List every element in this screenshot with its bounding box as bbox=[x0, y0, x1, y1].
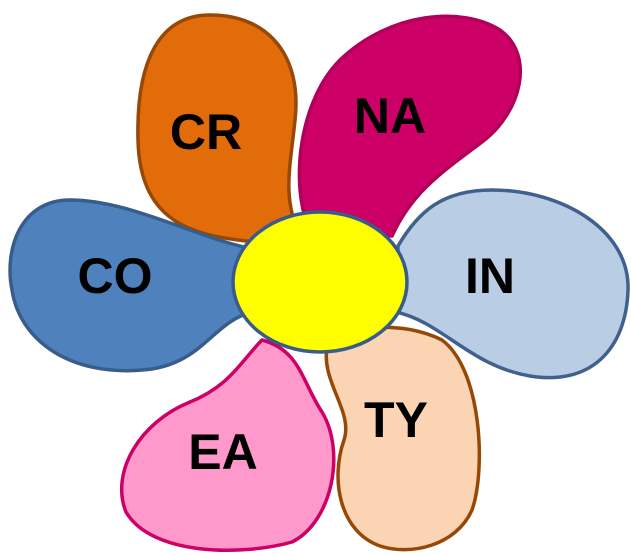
petal-na bbox=[297, 14, 523, 238]
petal-label: NA bbox=[354, 88, 426, 144]
petal-label: CO bbox=[78, 248, 153, 304]
petal-cr bbox=[136, 13, 302, 244]
petal-in bbox=[394, 188, 630, 380]
petal-ea bbox=[120, 338, 336, 553]
petal-label: EA bbox=[188, 424, 257, 480]
petal-label: IN bbox=[465, 248, 515, 304]
petal-ty bbox=[324, 325, 482, 552]
petal-co bbox=[8, 198, 260, 373]
flower-center bbox=[231, 210, 409, 354]
petal-label: CR bbox=[170, 104, 242, 160]
petal-label: TY bbox=[364, 392, 428, 448]
